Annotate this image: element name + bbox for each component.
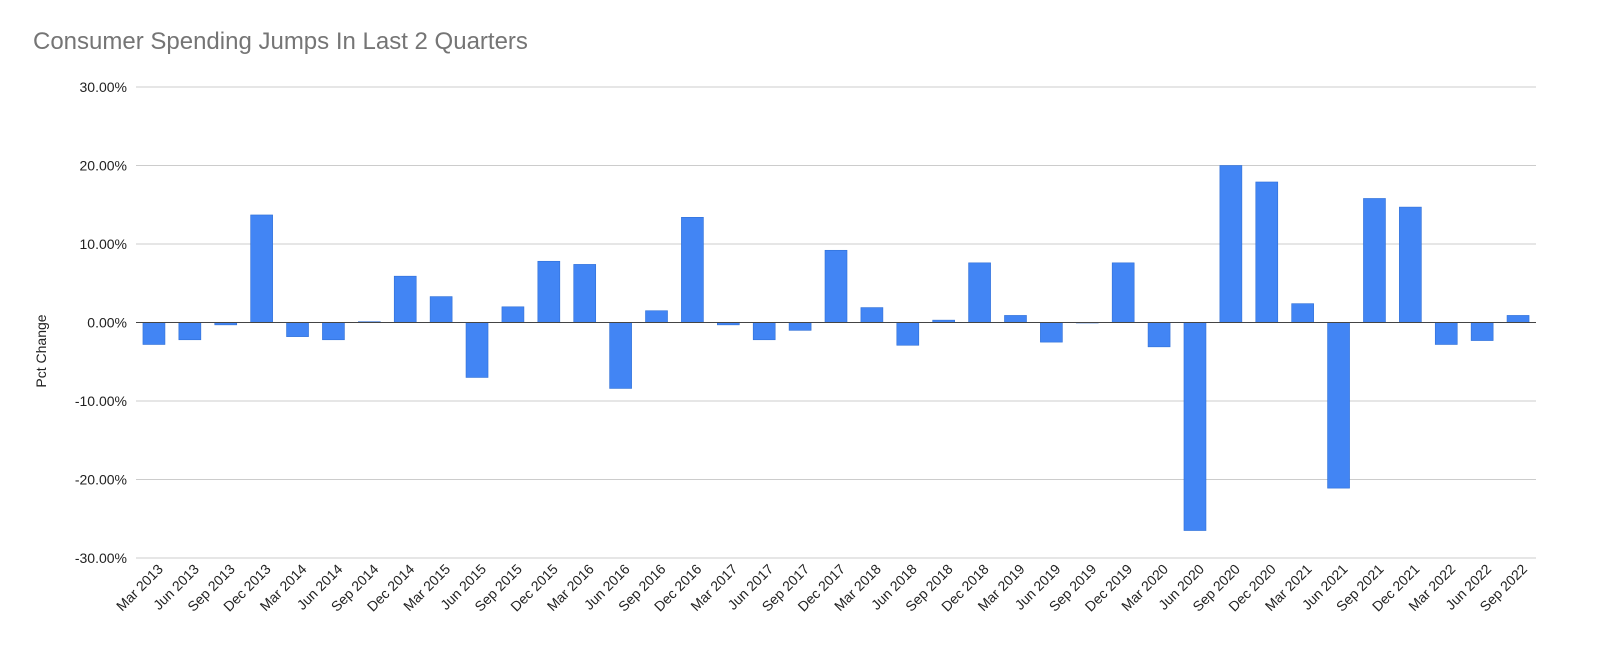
bar-jun-2021[interactable] <box>1327 322 1350 489</box>
bar-jun-2019[interactable] <box>1040 322 1063 343</box>
bar-dec-2016[interactable] <box>681 217 704 323</box>
bar-sep-2015[interactable] <box>501 306 525 323</box>
bar-jun-2020[interactable] <box>1183 322 1207 531</box>
bars <box>142 165 1530 531</box>
y-tick-label: -20.00% <box>75 472 127 488</box>
bar-mar-2016[interactable] <box>573 264 597 323</box>
bar-dec-2013[interactable] <box>250 214 273 323</box>
gridlines <box>136 86 1536 559</box>
bar-dec-2019[interactable] <box>1111 262 1135 323</box>
bar-jun-2014[interactable] <box>322 322 345 341</box>
bar-sep-2017[interactable] <box>788 322 812 331</box>
bar-jun-2017[interactable] <box>752 322 776 341</box>
y-axis-label: Pct Change <box>33 314 49 387</box>
y-tick-label: -30.00% <box>75 550 127 566</box>
bar-mar-2022[interactable] <box>1434 322 1458 345</box>
bar-dec-2015[interactable] <box>537 260 561 323</box>
y-tick-label: 10.00% <box>80 236 127 252</box>
bar-dec-2017[interactable] <box>824 249 848 323</box>
bar-sep-2020[interactable] <box>1219 165 1243 323</box>
bar-mar-2020[interactable] <box>1147 322 1171 348</box>
bar-jun-2016[interactable] <box>609 322 632 389</box>
bar-mar-2014[interactable] <box>286 322 309 337</box>
y-axis-ticks: 30.00% 20.00% 10.00% 0.00% -10.00% -20.00% -30… <box>75 79 127 566</box>
bar-sep-2021[interactable] <box>1363 198 1386 323</box>
y-tick-label: 30.00% <box>80 79 127 95</box>
bar-dec-2020[interactable] <box>1255 181 1279 323</box>
bar-dec-2018[interactable] <box>968 262 991 323</box>
chart-title: Consumer Spending Jumps In Last 2 Quarte… <box>33 28 528 55</box>
bar-mar-2013[interactable] <box>142 322 166 345</box>
bar-jun-2022[interactable] <box>1470 322 1494 341</box>
bar-jun-2013[interactable] <box>178 322 202 341</box>
bar-dec-2014[interactable] <box>393 275 417 323</box>
bar-mar-2015[interactable] <box>429 296 453 323</box>
bar-sep-2016[interactable] <box>645 310 668 323</box>
bar-dec-2021[interactable] <box>1399 206 1422 323</box>
bar-jun-2018[interactable] <box>896 322 920 346</box>
bar-mar-2018[interactable] <box>860 307 884 323</box>
bar-mar-2021[interactable] <box>1291 303 1314 323</box>
bar-jun-2015[interactable] <box>465 322 489 378</box>
bar-mar-2019[interactable] <box>1004 315 1027 323</box>
y-tick-label: 0.00% <box>87 315 127 331</box>
y-tick-label: 20.00% <box>80 158 127 174</box>
bar-sep-2022[interactable] <box>1506 315 1530 323</box>
y-tick-label: -10.00% <box>75 393 127 409</box>
